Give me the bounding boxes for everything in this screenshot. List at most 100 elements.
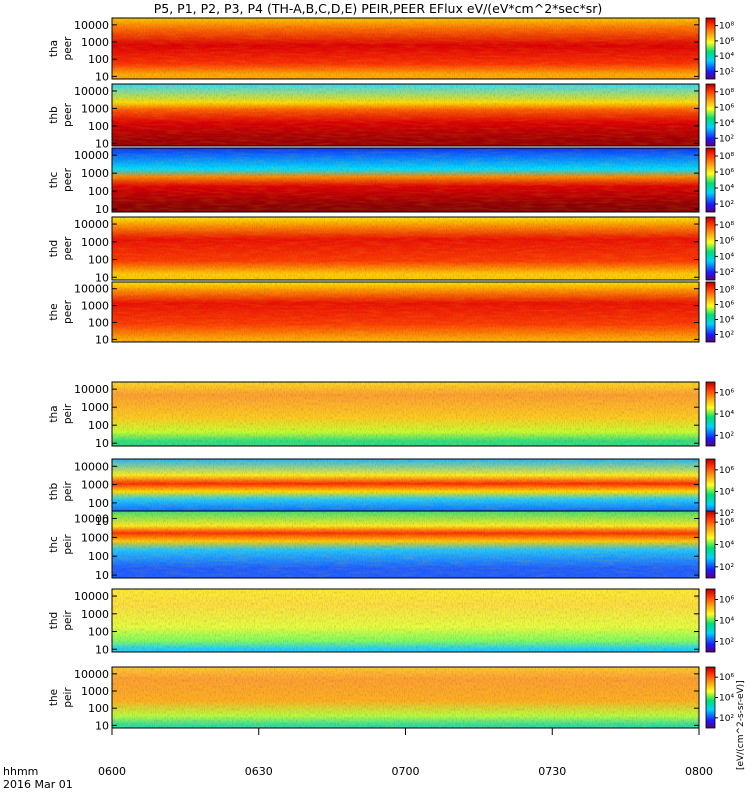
panel-probe-label: thd [48,612,60,629]
panel-frame [111,281,700,343]
y-tick-label: 1000 [81,608,109,621]
panel-tha-peir: 10 100 1000 10000 tha peir 10² 10⁴ 10⁶ [48,381,734,450]
y-tick-label: 1000 [81,531,109,544]
y-tick-label: 100 [88,419,109,432]
spectrogram-noise [112,148,699,212]
y-tick-label: 10 [95,643,109,656]
colorbar-tick-label: 10⁴ [719,184,734,194]
colorbar-tick-label: 10⁴ [719,410,734,420]
colorbar [705,83,716,147]
spectrogram-noise [112,589,699,652]
colorbar-tick-label: 10⁸ [719,152,734,162]
panel-species-label: peer [62,36,74,61]
panel-thd-peir: 10 100 1000 10000 thd peir 10² 10⁴ 10⁶ [48,588,734,656]
y-tick-label: 10 [95,70,109,83]
y-tick-label: 10 [95,333,109,346]
colorbar-tick-label: 10⁸ [719,286,734,296]
colorbar-tick-label: 10⁴ [719,119,734,129]
panel-probe-label: thb [48,106,60,124]
spectrogram-noise [112,667,699,728]
y-tick-label: 100 [88,550,109,563]
panel-thd-peer: 10 100 1000 10000 thd peer 10² 10⁴ 10⁶ 10⁸ [48,216,734,284]
panel-the-peir: 10 100 1000 10000 the peir 10² 10⁴ 10⁶ [48,666,734,732]
colorbar-tick-label: 10⁶ [719,168,734,178]
panel-species-label: peir [62,687,74,708]
panel-probe-label: the [48,303,60,320]
y-tick-label: 100 [88,53,109,66]
panel-species-label: peir [62,403,74,424]
colorbar-label: [eV/(cm^2-s-sr-eV)] [736,680,746,770]
panel-probe-label: thd [48,240,60,257]
y-tick-label: 10 [95,203,109,216]
y-tick-label: 10000 [74,149,109,162]
panel-frame [111,216,700,281]
panel-species-label: peer [62,167,74,192]
panel-species-label: peer [62,236,74,261]
colorbar [705,666,716,729]
colorbar-tick-label: 10² [719,67,734,77]
y-tick-label: 10000 [74,85,109,98]
colorbar-tick-label: 10⁶ [719,518,734,528]
x-axis-label: hhmm [3,765,38,778]
date-label: 2016 Mar 01 [3,778,73,791]
panel-probe-label: thc [48,536,60,553]
colorbar [705,381,716,447]
colorbar-tick-label: 10² [719,268,734,278]
panel-frame [111,588,700,653]
colorbar-tick-label: 10⁶ [719,103,734,113]
y-tick-label: 100 [88,120,109,133]
panel-probe-label: tha [48,40,60,57]
y-tick-label: 100 [88,316,109,329]
colorbar-tick-label: 10⁶ [719,596,734,606]
panel-probe-label: thb [48,482,60,500]
y-tick-label: 1000 [81,685,109,698]
colorbar-tick-label: 10⁶ [719,466,734,476]
colorbar-tick-label: 10⁶ [719,237,734,247]
y-tick-label: 10 [95,515,109,528]
x-tick-label: 0600 [98,765,126,778]
colorbar-tick-label: 10² [719,714,734,724]
panel-tha-peer: 10 100 1000 10000 tha peer 10² 10⁴ 10⁶ 10⁸ [48,17,734,83]
y-tick-label: 10000 [74,460,109,473]
colorbar-tick-label: 10⁴ [719,488,734,498]
panel-frame [111,147,700,213]
y-tick-label: 1000 [81,300,109,313]
colorbar-tick-label: 10⁴ [719,694,734,704]
colorbar-tick-label: 10⁴ [719,316,734,326]
colorbar-tick-label: 10⁶ [719,37,734,47]
panel-the-peer: 10 100 1000 10000 the peer 10² 10⁴ 10⁶ 10⁸ [48,281,734,346]
x-tick-label: 0730 [538,765,566,778]
x-tick-label: 0700 [392,765,420,778]
colorbar-tick-label: 10² [719,331,734,341]
colorbar-tick-label: 10² [719,638,734,648]
panel-species-label: peir [62,534,74,555]
spectrogram-noise [112,511,699,578]
panel-thb-peer: 10 100 1000 10000 thb peer 10² 10⁴ 10⁶ 10⁸ [48,83,734,150]
y-tick-label: 100 [88,497,109,510]
panel-thc-peer: 10 100 1000 10000 thc peer 10² 10⁴ 10⁶ 10⁸ [48,147,734,216]
panel-species-label: peir [62,481,74,502]
y-tick-label: 10000 [74,283,109,296]
spectrogram-noise [112,382,699,446]
colorbar [705,216,716,281]
x-tick-label: 0800 [685,765,713,778]
panel-species-label: peir [62,610,74,631]
colorbar-tick-label: 10² [719,200,734,210]
y-tick-label: 10 [95,137,109,150]
panel-frame [111,83,700,147]
colorbar-tick-label: 10⁶ [719,301,734,311]
colorbar-tick-label: 10⁸ [719,22,734,32]
spectrogram-noise [112,217,699,280]
colorbar-tick-label: 10⁶ [719,673,734,683]
colorbar [705,588,716,653]
y-tick-label: 10000 [74,513,109,526]
panel-frame [111,17,700,80]
colorbar-tick-label: 10⁴ [719,252,734,262]
colorbar-tick-label: 10⁸ [719,221,734,231]
colorbar [705,510,716,579]
colorbar [705,281,716,343]
colorbar-tick-label: 10⁸ [719,88,734,98]
colorbar [705,147,716,213]
